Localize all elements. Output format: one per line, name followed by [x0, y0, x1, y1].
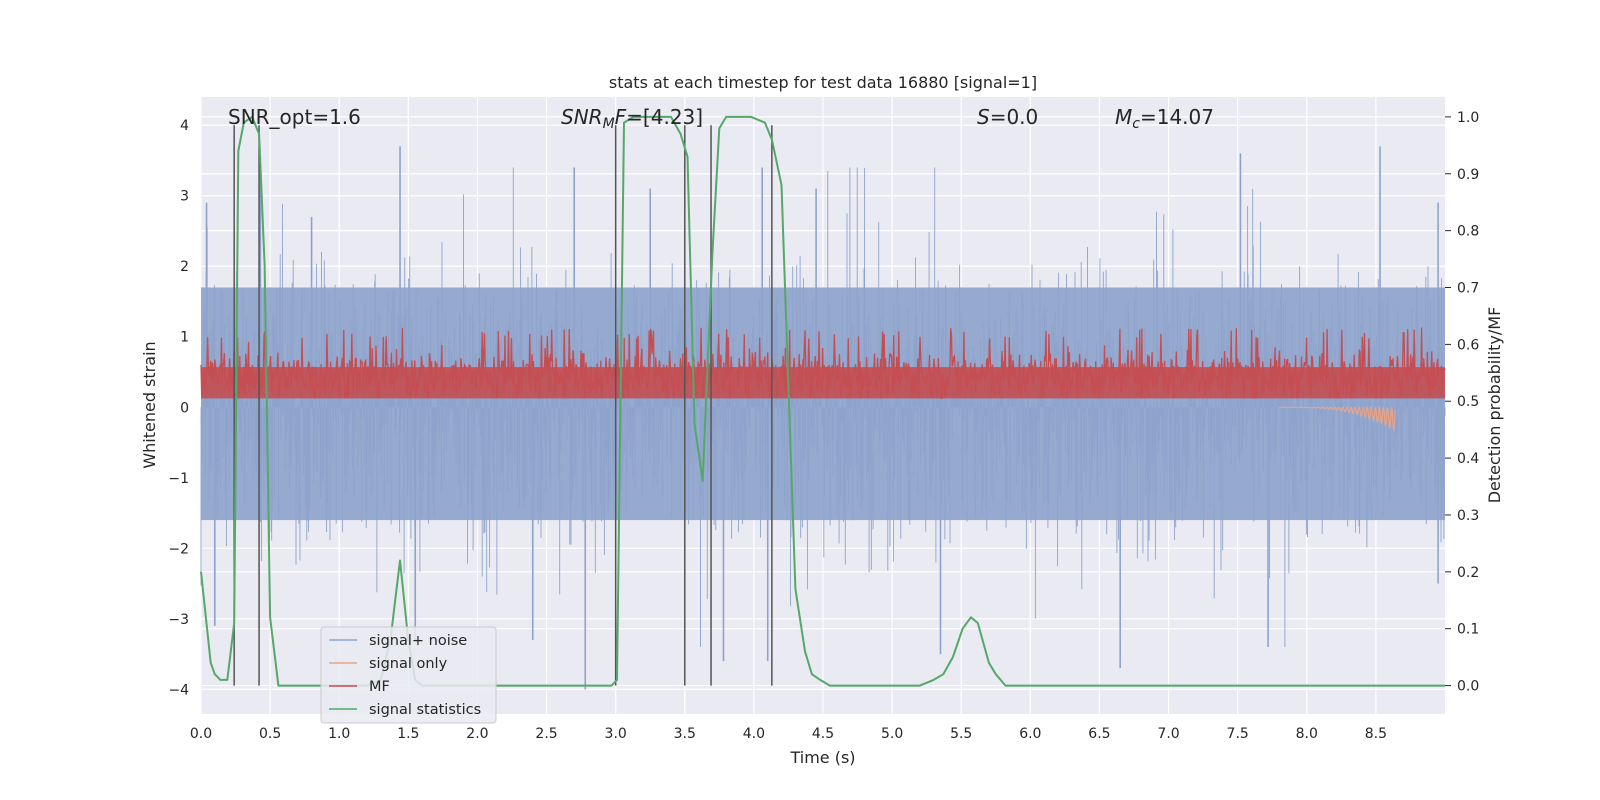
right-y-axis-label: Detection probability/MF: [1485, 307, 1504, 504]
left-y-tick-label: −4: [168, 682, 189, 698]
right-y-tick-label: 0.3: [1457, 508, 1479, 524]
x-tick-label: 5.5: [950, 726, 972, 742]
snr-mf-value: =[4.23]: [626, 105, 703, 129]
legend-label-signal-only: signal only: [369, 656, 448, 672]
x-tick-label: 4.5: [812, 726, 834, 742]
snr-mf-annotation: SNRMF=[4.23]: [561, 105, 703, 132]
x-tick-label: 2.5: [535, 726, 557, 742]
left-y-tick-label: 4: [180, 118, 189, 134]
right-y-tick-label: 0.0: [1457, 679, 1479, 695]
right-y-tick-label: 1.0: [1457, 110, 1479, 126]
x-tick-label: 3.5: [674, 726, 696, 742]
mc-annotation: Mc=14.07: [1115, 105, 1214, 132]
right-y-tick-labels: 0.0 0.1 0.2 0.3 0.4 0.5 0.6 0.7 0.8 0.9 1.0: [1445, 110, 1479, 695]
x-axis-label: Time (s): [789, 748, 855, 767]
right-y-tick-label: 0.1: [1457, 622, 1479, 638]
right-y-tick-label: 0.2: [1457, 565, 1479, 581]
x-tick-label: 1.0: [328, 726, 350, 742]
x-tick-label: 1.5: [397, 726, 419, 742]
snr-mf-main: SNR: [561, 105, 603, 129]
left-y-tick-label: 3: [180, 189, 189, 205]
x-tick-label: 3.0: [605, 726, 627, 742]
signal-statistics-line: [200, 115, 1445, 687]
signal-only-trace: [1279, 404, 1396, 431]
snr-opt-annotation: SNR_opt=1.6: [228, 105, 361, 129]
noise-series: [200, 146, 1446, 690]
x-tick-label: 0.0: [190, 726, 212, 742]
x-tick-label: 7.0: [1157, 726, 1179, 742]
legend-label-noise: signal+ noise: [369, 633, 467, 649]
legend-label-signal-statistics: signal statistics: [369, 702, 481, 718]
legend-label-mf: MF: [369, 679, 390, 695]
s-value: =0.0: [990, 105, 1039, 129]
signal-statistics-series: [200, 115, 1445, 687]
right-y-tick-label: 0.5: [1457, 394, 1479, 410]
right-y-tick-label: 0.8: [1457, 224, 1479, 240]
left-y-axis-label: Whitened strain: [140, 341, 159, 468]
x-tick-labels: 0.0 0.5 1.0 1.5 2.0 2.5 3.0 3.5 4.0 4.5 5.0 5.5 6.0 6…: [190, 726, 1387, 742]
s-main: S: [977, 105, 990, 129]
right-y-tick-label: 0.4: [1457, 451, 1479, 467]
mf-trace: [200, 327, 1446, 400]
left-y-tick-label: −2: [168, 541, 189, 557]
mf-series: [200, 327, 1446, 400]
snr-mf-italic-f: F: [615, 105, 627, 129]
legend: signal+ noise signal only MF signal stat…: [320, 626, 497, 724]
x-tick-label: 7.5: [1227, 726, 1249, 742]
x-tick-label: 4.0: [743, 726, 765, 742]
legend-box: [320, 626, 497, 724]
right-y-tick-label: 0.6: [1457, 337, 1479, 353]
right-y-tick-label: 0.7: [1457, 281, 1479, 297]
noise-core-band: [201, 287, 1445, 521]
x-tick-label: 8.5: [1365, 726, 1387, 742]
s-annotation: S=0.0: [977, 105, 1038, 129]
mc-main: M: [1115, 105, 1132, 129]
x-tick-label: 6.0: [1019, 726, 1041, 742]
signal-only-series: [1279, 404, 1396, 431]
x-tick-label: 0.5: [259, 726, 281, 742]
x-tick-label: 8.0: [1296, 726, 1318, 742]
x-tick-label: 6.5: [1088, 726, 1110, 742]
left-y-tick-label: 2: [180, 259, 189, 275]
left-y-tick-label: −3: [168, 612, 189, 628]
mc-sub: c: [1132, 116, 1140, 132]
left-y-tick-label: 1: [180, 330, 189, 346]
chart-title: stats at each timestep for test data 168…: [609, 73, 1037, 92]
x-tick-label: 2.0: [466, 726, 488, 742]
mc-value: =14.07: [1140, 105, 1214, 129]
left-y-tick-labels: −4 −3 −2 −1 0 1 2 3 4: [168, 118, 189, 698]
left-y-tick-label: 0: [180, 400, 189, 416]
left-y-tick-label: −1: [168, 471, 189, 487]
right-y-tick-label: 0.9: [1457, 167, 1479, 183]
snr-mf-sub: M: [603, 116, 615, 132]
x-tick-label: 5.0: [881, 726, 903, 742]
